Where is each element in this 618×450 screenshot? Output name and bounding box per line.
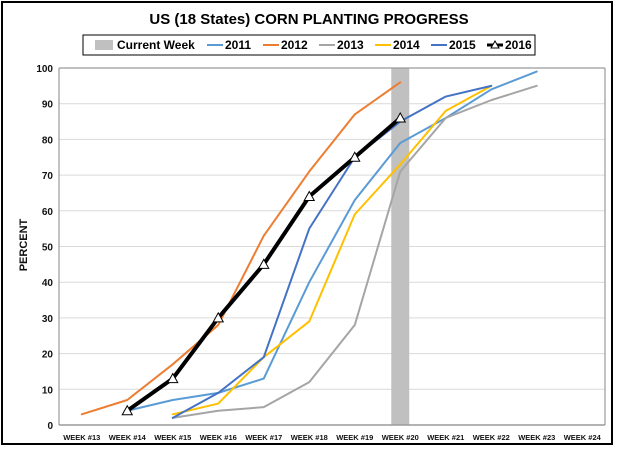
y-axis-label: PERCENT — [18, 218, 30, 271]
y-tick-label: 60 — [42, 207, 54, 218]
legend-box — [82, 34, 536, 56]
y-tick-label: 100 — [36, 64, 53, 75]
legend: Current Week 2011 2012 2013 2014 2015 2016 — [82, 34, 536, 56]
data-point-2016 — [166, 372, 179, 384]
x-tick-label: WEEK #23 — [518, 433, 555, 442]
data-point-2016 — [303, 190, 316, 202]
data-point-2016 — [212, 311, 225, 323]
y-tick-label: 90 — [42, 100, 54, 111]
legend-label-2016: 2016 — [505, 38, 532, 52]
x-tick-label: WEEK #16 — [200, 433, 237, 442]
y-tick-label: 0 — [47, 421, 53, 432]
series-line-2013 — [171, 84, 538, 419]
series-line-2011 — [126, 70, 538, 412]
x-tick-label: WEEK #15 — [154, 433, 191, 442]
y-tick-label: 70 — [42, 171, 54, 182]
legend-label-2014: 2014 — [393, 38, 420, 52]
data-point-2016 — [394, 111, 407, 123]
gridlines — [59, 67, 605, 390]
chart-frame — [1, 1, 613, 445]
series-line-2015 — [171, 84, 493, 419]
x-tick-label: WEEK #20 — [382, 433, 419, 442]
series-line-2014 — [171, 84, 493, 416]
data-point-2016 — [121, 404, 134, 416]
y-tick-label: 10 — [42, 385, 54, 396]
x-tick-label: WEEK #24 — [564, 433, 602, 442]
y-tick-label: 50 — [42, 243, 54, 254]
legend-label-2011: 2011 — [225, 38, 251, 52]
x-tick-label: WEEK #18 — [291, 433, 328, 442]
y-tick-label: 40 — [42, 278, 54, 289]
series-lines — [80, 70, 538, 419]
legend-label-2015: 2015 — [449, 38, 476, 52]
chart-title: US (18 States) CORN PLANTING PROGRESS — [149, 11, 468, 28]
y-tick-label: 30 — [42, 314, 54, 325]
y-tick-label: 20 — [42, 350, 54, 361]
legend-swatch-current-week — [95, 40, 113, 50]
x-tick-label: WEEK #13 — [63, 433, 100, 442]
series-line-2012 — [80, 81, 402, 416]
x-tick-label: WEEK #14 — [109, 433, 147, 442]
legend-label-2013: 2013 — [337, 38, 364, 52]
x-tick-label: WEEK #17 — [245, 433, 282, 442]
y-tick-label: 80 — [42, 135, 54, 146]
current-week-band — [391, 68, 410, 425]
axes: 0 10 20 30 40 50 60 70 80 90 100 WEEK #13 WEEK #14 WE… — [36, 64, 606, 442]
data-point-2016 — [257, 258, 270, 269]
x-tick-label: WEEK #19 — [336, 433, 373, 442]
legend-marker-2016 — [490, 39, 500, 49]
data-point-2016 — [348, 151, 361, 162]
x-tick-label: WEEK #21 — [427, 433, 464, 442]
legend-label-2012: 2012 — [281, 38, 308, 52]
current-week-band-group — [391, 68, 410, 425]
x-tick-label: WEEK #22 — [473, 433, 510, 442]
legend-label-current-week: Current Week — [117, 38, 195, 52]
